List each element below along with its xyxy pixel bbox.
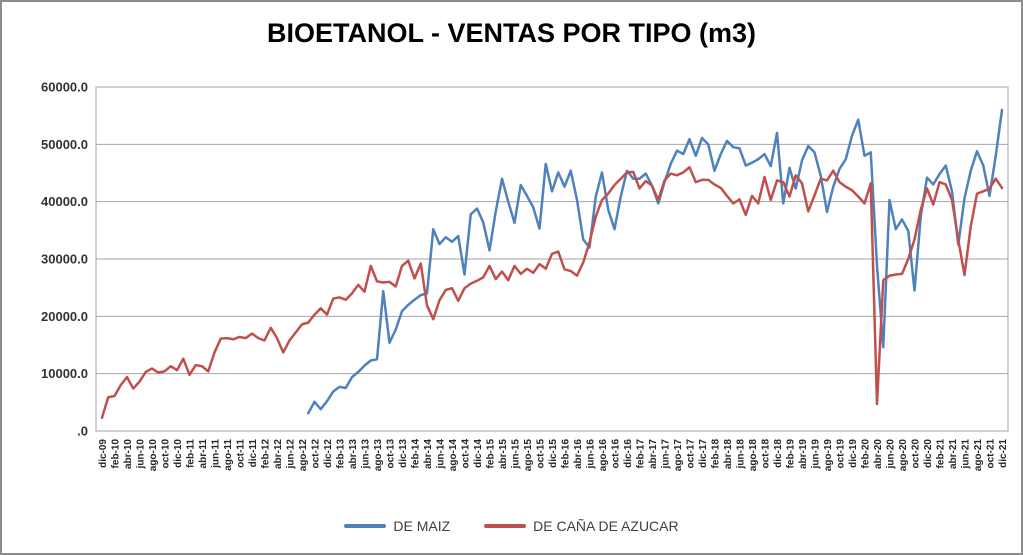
legend-swatch-de-cana-de-azucar — [484, 524, 527, 528]
x-axis-label: oct-12 — [311, 439, 322, 469]
y-axis-label: 50000.0 — [41, 137, 88, 152]
x-axis-label: dic-21 — [998, 439, 1009, 468]
x-axis-label: abr-14 — [423, 439, 434, 469]
x-axis-label: jun-13 — [361, 439, 372, 470]
x-axis-label: feb-15 — [486, 439, 497, 469]
x-axis-label: oct-13 — [386, 439, 397, 469]
x-axis-label: oct-19 — [836, 439, 847, 469]
x-axis-label: abr-19 — [798, 439, 809, 469]
x-axis-label: jun-17 — [661, 439, 672, 470]
x-axis-label: ago-17 — [673, 439, 684, 472]
x-axis-label: jun-20 — [886, 439, 897, 470]
y-axis-label: 60000.0 — [41, 80, 88, 95]
x-axis-label: feb-11 — [186, 439, 197, 468]
x-axis-label: feb-21 — [936, 439, 947, 469]
x-axis-label: ago-20 — [898, 439, 909, 472]
x-axis-label: abr-20 — [873, 439, 884, 469]
x-axis-label: feb-20 — [861, 439, 872, 469]
x-axis-label: oct-14 — [461, 439, 472, 469]
y-axis-label: 20000.0 — [41, 309, 88, 324]
x-axis-label: dic-11 — [248, 439, 259, 468]
series-line-de-maiz — [307, 108, 1004, 415]
x-axis-label: feb-17 — [636, 439, 647, 469]
x-axis-label: dic-12 — [323, 439, 334, 468]
x-axis-label: abr-11 — [198, 439, 209, 469]
x-axis-label: abr-16 — [573, 439, 584, 469]
x-axis-label: dic-20 — [923, 439, 934, 468]
x-axis-label: dic-14 — [473, 439, 484, 468]
x-axis-label: ago-14 — [448, 439, 459, 472]
series-line-de-ca-a-de-azucar — [100, 166, 1004, 420]
x-axis-label: dic-18 — [773, 439, 784, 468]
legend-swatch-de-maiz — [344, 524, 387, 528]
x-axis-label: abr-10 — [123, 439, 134, 469]
x-axis-label: feb-10 — [111, 439, 122, 469]
x-axis-label: jun-12 — [286, 439, 297, 470]
y-axis-label: 30000.0 — [41, 252, 88, 267]
x-axis-label: abr-21 — [948, 439, 959, 469]
legend-item-de-cana-de-azucar: DE CAÑA DE AZUCAR — [484, 518, 679, 534]
x-axis-label: ago-15 — [523, 439, 534, 472]
x-axis-label: jun-21 — [961, 439, 972, 470]
x-axis-label: oct-16 — [611, 439, 622, 469]
x-axis-label: dic-19 — [848, 439, 859, 468]
x-axis-label: ago-11 — [223, 439, 234, 471]
x-axis-label: ago-16 — [598, 439, 609, 472]
x-axis-label: oct-18 — [761, 439, 772, 469]
x-axis-label: abr-12 — [273, 439, 284, 469]
x-axis-label: jun-16 — [586, 439, 597, 470]
x-axis-label: abr-18 — [723, 439, 734, 469]
legend-label-de-cana-de-azucar: DE CAÑA DE AZUCAR — [533, 518, 679, 534]
x-axis-label: oct-20 — [911, 439, 922, 469]
x-axis-label: ago-10 — [148, 439, 159, 472]
x-axis-label: dic-09 — [98, 439, 109, 468]
x-axis-label: jun-11 — [211, 439, 222, 469]
x-axis-label: dic-15 — [548, 439, 559, 468]
y-axis-label: 40000.0 — [41, 194, 88, 209]
x-axis-label: ago-18 — [748, 439, 759, 472]
x-axis-label: jun-19 — [811, 439, 822, 470]
x-axis-label: abr-15 — [498, 439, 509, 469]
x-axis-label: feb-13 — [336, 439, 347, 469]
x-axis-label: dic-10 — [173, 439, 184, 468]
x-axis-label: feb-19 — [786, 439, 797, 469]
chart-title: BIOETANOL - VENTAS POR TIPO (m3) — [266, 18, 757, 48]
legend-item-de-maiz: DE MAIZ — [344, 518, 450, 534]
y-axis-label: 10000.0 — [41, 366, 88, 381]
legend-label-de-maiz: DE MAIZ — [393, 518, 451, 534]
x-axis-label: ago-21 — [973, 439, 984, 472]
x-axis-label: jun-15 — [511, 439, 522, 470]
y-axis-label: .0 — [77, 424, 88, 439]
x-axis-label: dic-16 — [623, 439, 634, 468]
x-axis-label: jun-18 — [736, 439, 747, 470]
x-axis-label: dic-13 — [398, 439, 409, 468]
x-axis-label: jun-14 — [436, 439, 447, 470]
x-axis-label: jun-10 — [136, 439, 147, 470]
x-axis-label: oct-21 — [986, 439, 997, 469]
x-axis-label: oct-17 — [686, 439, 697, 469]
x-axis-label: feb-14 — [411, 439, 422, 469]
x-axis-label: ago-13 — [373, 439, 384, 472]
x-axis-label: dic-17 — [698, 439, 709, 468]
x-axis-label: oct-15 — [536, 439, 547, 469]
x-axis-label: oct-10 — [161, 439, 172, 469]
x-axis-label: feb-18 — [711, 439, 722, 469]
x-axis-label: feb-16 — [561, 439, 572, 469]
x-axis-label: abr-17 — [648, 439, 659, 469]
x-axis-label: abr-13 — [348, 439, 359, 469]
x-axis-label: ago-19 — [823, 439, 834, 472]
x-axis-label: oct-11 — [236, 439, 247, 468]
x-axis-label: ago-12 — [298, 439, 309, 472]
x-axis-label: feb-12 — [261, 439, 272, 469]
chart-legend: DE MAIZ DE CAÑA DE AZUCAR — [2, 518, 1021, 534]
plot-border — [95, 86, 1009, 432]
